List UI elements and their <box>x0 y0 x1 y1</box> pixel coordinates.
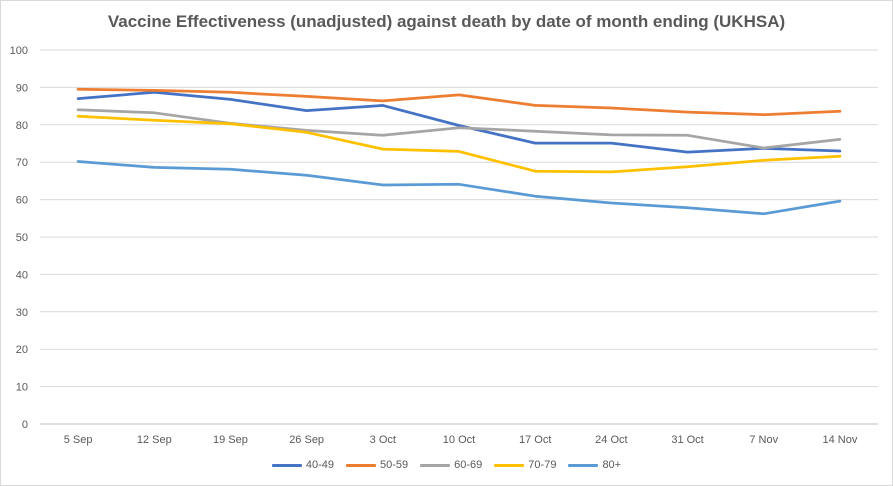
legend-swatch <box>568 463 599 467</box>
legend-item-70-79: 70-79 <box>494 459 556 471</box>
legend-label: 50-59 <box>380 459 409 471</box>
series-line-70-79 <box>76 114 842 174</box>
legend-swatch <box>420 463 451 467</box>
series-line-50-59 <box>76 87 842 117</box>
x-tick-label: 14 Nov <box>822 434 857 446</box>
y-tick-label: 0 <box>22 419 28 431</box>
legend-item-40-49: 40-49 <box>271 459 335 471</box>
legend-item-80+: 80+ <box>568 459 621 471</box>
legend-swatch <box>494 463 525 467</box>
y-tick-label: 70 <box>16 157 28 169</box>
x-tick-label: 26 Sep <box>289 434 324 446</box>
x-tick-label: 3 Oct <box>370 434 396 446</box>
y-tick-label: 60 <box>16 195 28 207</box>
series-line-60-69 <box>76 108 842 150</box>
legend-label: 70-79 <box>528 459 557 471</box>
y-tick-label: 50 <box>16 232 28 244</box>
legend-item-60-69: 60-69 <box>420 459 482 471</box>
legend: 40-49 50-59 60-69 70-79 80+ <box>0 459 893 471</box>
chart-title: Vaccine Effectiveness (unadjusted) again… <box>107 12 786 31</box>
y-tick-label: 30 <box>16 307 28 319</box>
y-tick-label: 20 <box>16 344 28 356</box>
x-tick-label: 19 Sep <box>213 434 248 446</box>
x-axis-ticks: 5 Sep 12 Sep 19 Sep 26 Sep 3 Oct 10 Oct 17 Oct… <box>64 434 858 446</box>
x-tick-label: 5 Sep <box>64 434 93 446</box>
x-tick-label: 24 Oct <box>595 434 627 446</box>
y-tick-label: 80 <box>16 120 28 132</box>
y-tick-label: 40 <box>16 269 28 281</box>
legend-label: 80+ <box>602 459 622 471</box>
series-line-80+ <box>76 160 842 216</box>
gridlines <box>40 49 878 425</box>
legend-label: 40-49 <box>305 459 335 471</box>
legend-item-50-59: 50-59 <box>346 459 408 471</box>
x-tick-label: 7 Nov <box>749 434 778 446</box>
legend-label: 60-69 <box>454 459 483 471</box>
y-tick-label: 10 <box>16 382 28 394</box>
legend-swatch <box>346 463 377 467</box>
series-line-40-49 <box>76 90 842 154</box>
y-axis-ticks: 0 10 20 30 40 50 60 70 80 90 100 <box>10 45 28 431</box>
x-tick-label: 12 Sep <box>137 434 172 446</box>
legend-swatch <box>271 463 302 467</box>
y-tick-label: 90 <box>16 82 28 94</box>
x-tick-label: 10 Oct <box>443 434 475 446</box>
series-lines <box>76 87 842 216</box>
y-tick-label: 100 <box>10 45 28 57</box>
x-tick-label: 17 Oct <box>519 434 551 446</box>
x-tick-label: 31 Oct <box>671 434 703 446</box>
